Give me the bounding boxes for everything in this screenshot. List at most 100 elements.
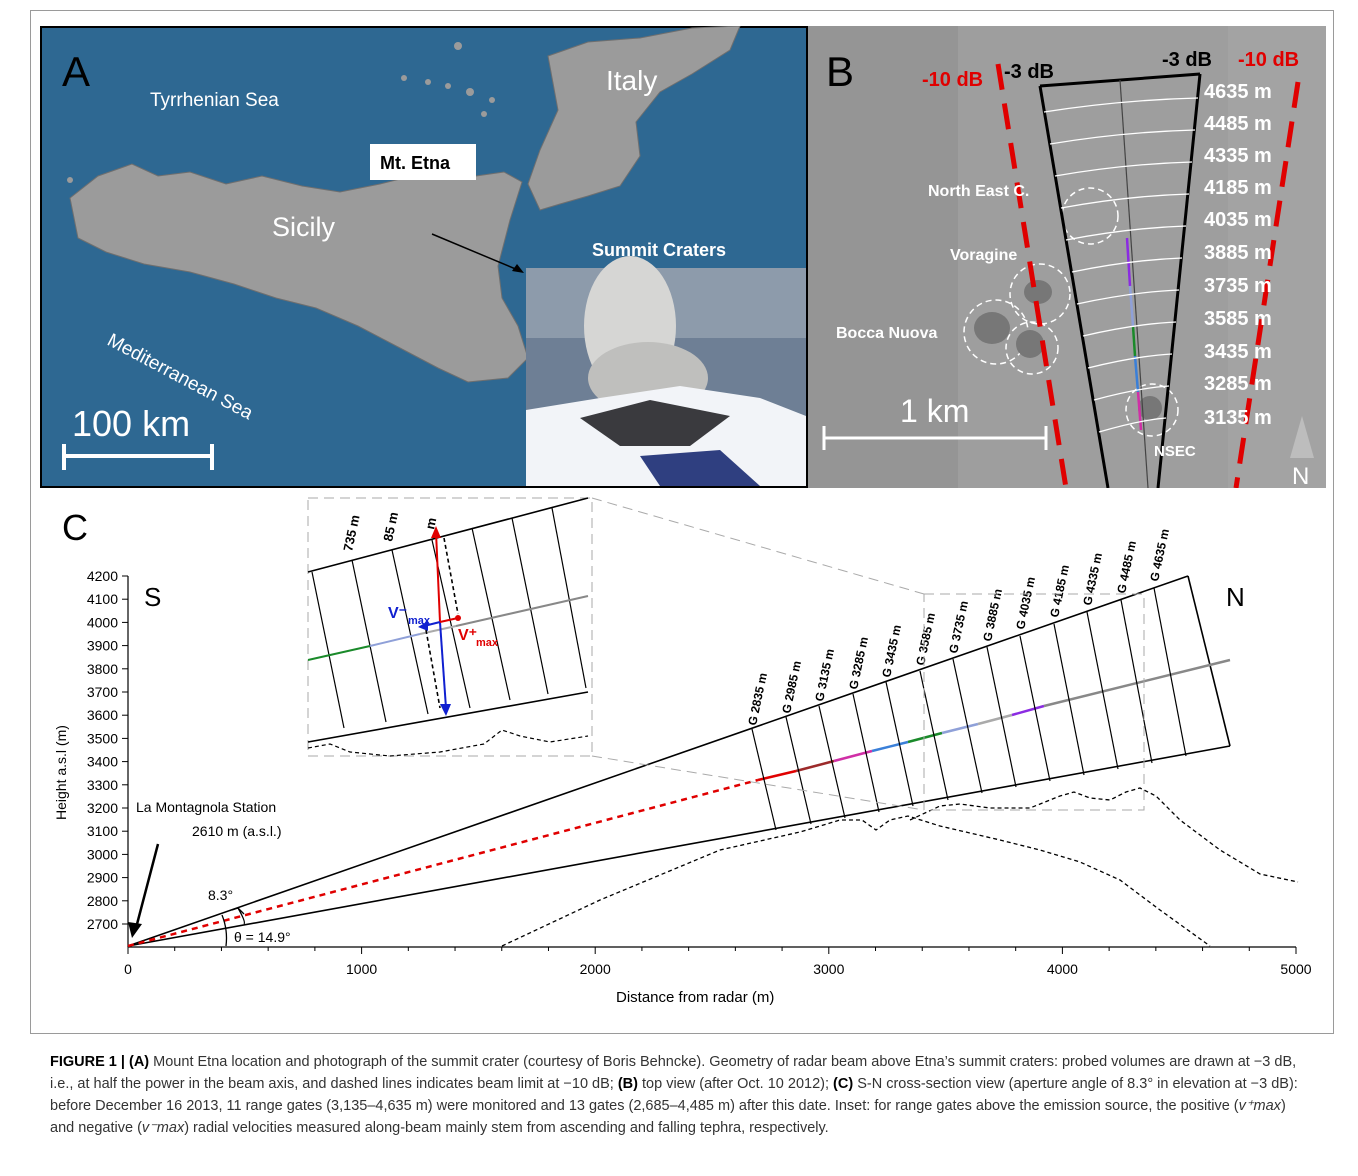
minus3db-line-right — [1156, 73, 1202, 488]
inset-vminus-sub: max — [408, 615, 431, 627]
x-axis-ticks: 0 1000 2000 3000 4000 5000 — [124, 947, 1312, 977]
beam-axis-green — [1131, 325, 1137, 357]
aperture-angle-tick — [231, 907, 245, 915]
y-tick-label: 4100 — [87, 591, 118, 607]
caption-text-1: Mount Etna location and photograph of th… — [50, 1054, 1297, 1092]
range-label: 4485 m — [1204, 113, 1272, 135]
y-tick-label: 3300 — [87, 777, 118, 793]
label-nsec: NSEC — [1154, 443, 1196, 460]
beam-axis-lightblue — [1128, 285, 1135, 327]
y-tick-label: 2700 — [87, 916, 118, 932]
gate-label: G 4635 m — [1147, 528, 1172, 583]
y-tick-label: 2800 — [87, 893, 118, 909]
y-tick-label: 4200 — [87, 568, 118, 584]
y-tick-label: 3000 — [87, 846, 118, 862]
theta-angle-label: θ = 14.9° — [234, 929, 291, 945]
topo-shade — [808, 26, 958, 488]
inset-range-labels: 735 m 85 m m — [340, 511, 439, 553]
label-summit-craters: Summit Craters — [592, 240, 726, 260]
y-tick-label: 3500 — [87, 730, 118, 746]
figure-caption: FIGURE 1 | (A) Mount Etna location and p… — [50, 1051, 1310, 1139]
terrain-profile-upper — [909, 787, 1299, 883]
caption-text-3: S-N cross-section view (aperture angle o… — [50, 1076, 1298, 1114]
aperture-angle-arc — [237, 907, 246, 925]
caption-a: (A) — [129, 1054, 150, 1070]
minus10db-line-left — [995, 63, 1069, 488]
y-tick-label: 3800 — [87, 661, 118, 677]
inset-range-label: 85 m — [380, 511, 401, 543]
terrain-profile — [501, 815, 1211, 947]
station-arrowhead-icon — [128, 922, 142, 938]
y-tick-label: 3400 — [87, 754, 118, 770]
gate-label: G 4335 m — [1080, 552, 1105, 607]
etna-label-box — [370, 144, 476, 180]
beam-far-edge-c — [1187, 575, 1231, 747]
x-tick-label: 2000 — [580, 961, 611, 977]
theta-angle-arc — [221, 914, 228, 947]
zoom-region-box — [923, 593, 1145, 811]
south-label: S — [144, 582, 161, 612]
label-north-east-crater: North East C. — [928, 183, 1029, 200]
range-label: 4185 m — [1204, 177, 1272, 199]
label-minus3db-left: -3 dB — [1004, 61, 1054, 83]
inset-zoom — [307, 497, 593, 757]
x-tick-label: 0 — [124, 961, 132, 977]
gate-label: G 2985 m — [779, 660, 804, 715]
range-label: 4335 m — [1204, 145, 1272, 167]
gate-label: G 4035 m — [1013, 576, 1038, 631]
inset-range-label: m — [422, 516, 439, 530]
label-minus3db-right: -3 dB — [1162, 49, 1212, 71]
label-minus10db-left: -10 dB — [922, 69, 983, 91]
figure-frame — [30, 10, 1334, 1034]
label-italy: Italy — [606, 65, 657, 96]
italy-landmass — [527, 26, 741, 211]
label-tyrrhenian-sea: Tyrrhenian Sea — [150, 90, 279, 111]
range-label: 3885 m — [1204, 242, 1272, 264]
caption-text-4: ) and negative ( — [50, 1098, 1286, 1136]
inset-vminus-label: V⁻ — [388, 605, 407, 622]
gate-label: G 3435 m — [879, 624, 904, 679]
gate-label: G 3885 m — [980, 588, 1005, 643]
label-mt-etna: Mt. Etna — [380, 153, 451, 173]
minus10db-line-right — [1233, 81, 1301, 488]
label-bocca-nuova: Bocca Nuova — [836, 325, 937, 342]
y-tick-label: 3700 — [87, 684, 118, 700]
gate-label: G 4485 m — [1114, 540, 1139, 595]
panel-a-map: A Tyrrhenian Sea Italy Mt. Etna Sicily M… — [40, 26, 808, 488]
minus3db-line-left — [1038, 85, 1110, 488]
north-arrow-icon — [1290, 416, 1314, 458]
station-pointer-line — [134, 843, 160, 929]
x-tick-label: 3000 — [813, 961, 844, 977]
y-tick-label: 2900 — [87, 870, 118, 886]
zoom-guide-top — [591, 497, 925, 595]
label-sicily: Sicily — [272, 212, 336, 242]
y-tick-label: 3100 — [87, 823, 118, 839]
caption-vminus: v⁻max — [141, 1120, 185, 1136]
caption-figure-label: FIGURE 1 | — [50, 1054, 125, 1070]
panel-b-letter: B — [826, 48, 854, 95]
x-tick-label: 1000 — [346, 961, 377, 977]
zoom-guide-bottom — [591, 755, 925, 811]
station-name: La Montagnola Station — [136, 799, 276, 815]
x-tick-label: 5000 — [1280, 961, 1311, 977]
beam-axis — [1119, 79, 1149, 488]
label-minus10db-right: -10 dB — [1238, 49, 1299, 71]
beam-axis-magenta — [1136, 391, 1143, 431]
summit-crater-photo — [526, 256, 806, 486]
range-label: 3285 m — [1204, 373, 1272, 395]
gate-label: G 3585 m — [913, 612, 938, 667]
beam-axis-blue — [1133, 355, 1140, 393]
gate-label: G 2835 m — [745, 672, 770, 727]
y-tick-label: 3200 — [87, 800, 118, 816]
caption-b: (B) — [617, 1076, 638, 1092]
caption-text-2: top view (after Oct. 10 2012); — [637, 1076, 834, 1092]
panel-a-letter: A — [62, 48, 90, 95]
inset-vplus-label: V⁺ — [458, 627, 477, 644]
range-arcs — [1043, 97, 1199, 433]
north-label: N — [1292, 463, 1309, 488]
x-tick-label: 4000 — [1047, 961, 1078, 977]
sicily-landmass — [69, 163, 529, 383]
label-voragine: Voragine — [950, 247, 1017, 264]
range-gate-lines — [751, 587, 1187, 831]
beam-axis-dashed — [127, 778, 759, 948]
